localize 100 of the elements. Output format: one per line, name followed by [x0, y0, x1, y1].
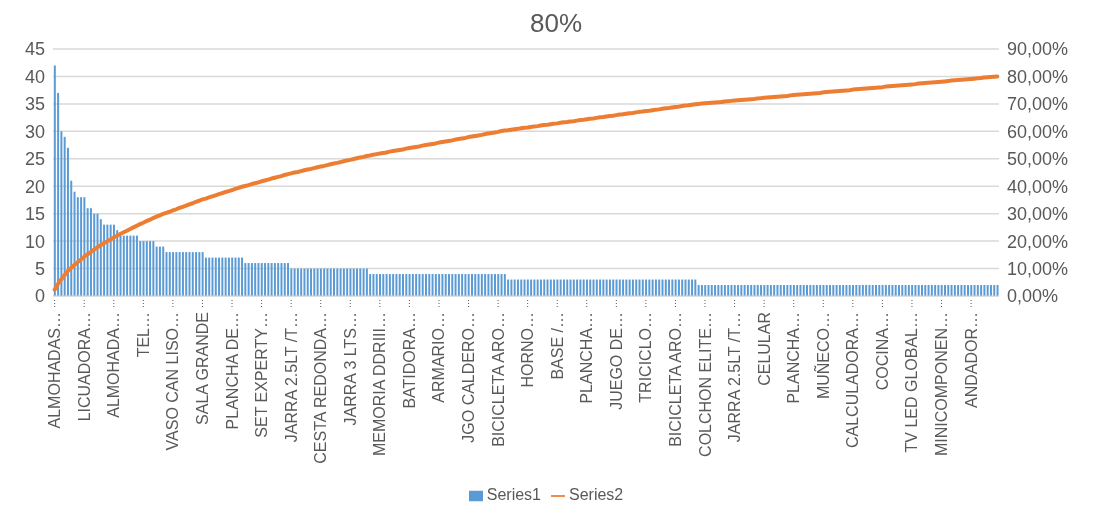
x-tick-label: SET EXPERTY… — [253, 312, 271, 438]
bar — [934, 285, 937, 296]
bar — [894, 285, 897, 296]
bar — [760, 285, 763, 296]
bar — [618, 279, 621, 296]
bar — [415, 274, 418, 296]
bar — [911, 285, 914, 296]
bar — [402, 274, 404, 296]
bar — [365, 268, 368, 296]
bar — [740, 285, 743, 296]
bar — [247, 263, 250, 296]
bar — [612, 279, 615, 296]
bar — [227, 257, 230, 296]
bar — [231, 257, 234, 296]
bar — [868, 285, 871, 296]
bar — [848, 285, 851, 296]
x-tick-label: PLANCHA DE… — [223, 312, 241, 430]
bar — [96, 213, 99, 296]
bar — [947, 285, 950, 296]
bar — [937, 285, 940, 296]
bar — [461, 274, 464, 296]
bar — [490, 274, 493, 296]
x-tick-label: JGO CALDERO… — [460, 312, 478, 443]
bar — [477, 274, 480, 296]
bar — [323, 268, 326, 296]
bar — [602, 279, 605, 296]
x-tick-label: JARRA 2.5LT /T… — [282, 312, 300, 443]
bar — [539, 279, 542, 296]
bar — [687, 279, 690, 296]
bar — [385, 274, 388, 296]
bar — [769, 285, 772, 296]
bar — [280, 263, 283, 296]
y2-tick-label: 80,00% — [1007, 66, 1069, 87]
bar — [595, 279, 598, 296]
y2-tick-label: 20,00% — [1007, 231, 1069, 252]
bar — [884, 285, 887, 296]
bar — [382, 274, 385, 296]
bar — [897, 285, 900, 296]
bar — [730, 285, 733, 296]
bar — [989, 285, 992, 296]
bar — [723, 285, 726, 296]
bar — [664, 279, 667, 296]
bar — [395, 274, 398, 296]
bar — [799, 285, 802, 296]
bar — [379, 274, 382, 296]
bar — [339, 268, 342, 296]
bar — [447, 274, 450, 296]
bar — [783, 285, 786, 296]
bar — [375, 274, 378, 296]
bar — [953, 285, 956, 296]
bar — [175, 252, 178, 296]
bar — [865, 285, 868, 296]
bar — [917, 285, 920, 296]
x-tick-label: PLANCHA… — [578, 312, 596, 404]
bar — [185, 252, 188, 296]
bar — [398, 274, 401, 296]
bar — [625, 279, 628, 296]
bar — [493, 274, 496, 296]
bar — [214, 257, 217, 296]
bar — [172, 252, 175, 296]
x-tick-label: CALCULADORA… — [844, 312, 862, 449]
y-tick-label: 35 — [24, 94, 45, 115]
bar — [976, 285, 979, 296]
bar — [250, 263, 253, 296]
bar — [914, 285, 917, 296]
bar — [966, 285, 969, 296]
bar — [786, 285, 789, 296]
y-tick-label: 30 — [24, 121, 45, 142]
bar — [408, 274, 411, 296]
y-tick-label: 5 — [34, 258, 45, 279]
bar — [993, 285, 996, 296]
bar — [743, 285, 746, 296]
bar — [388, 274, 391, 296]
bar — [428, 274, 431, 296]
bar — [704, 285, 707, 296]
bar — [80, 197, 83, 296]
bar — [559, 279, 562, 296]
y2-tick-label: 90,00% — [1007, 39, 1069, 60]
bar — [313, 268, 316, 296]
bar — [963, 285, 966, 296]
bar — [881, 285, 884, 296]
bar — [622, 279, 625, 296]
bar — [487, 274, 490, 296]
bar — [438, 274, 441, 296]
bar — [270, 263, 273, 296]
bar — [336, 268, 339, 296]
y2-tick-label: 40,00% — [1007, 176, 1069, 197]
bar — [562, 279, 565, 296]
bar — [684, 279, 687, 296]
bar — [444, 274, 447, 296]
x-tick-label: PLANCHA… — [785, 312, 803, 404]
bar — [260, 263, 263, 296]
bar — [970, 285, 973, 296]
x-tick-label: CESTA REDONDA… — [312, 312, 330, 464]
bar — [431, 274, 434, 296]
bar — [441, 274, 444, 296]
bar — [651, 279, 654, 296]
bar — [520, 279, 523, 296]
bar — [405, 274, 408, 296]
bar — [986, 285, 989, 296]
